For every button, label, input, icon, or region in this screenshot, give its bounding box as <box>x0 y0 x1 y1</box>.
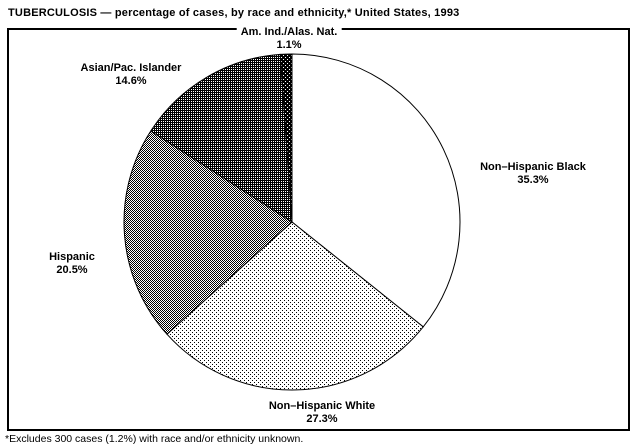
slice-name: Am. Ind./Alas. Nat. <box>240 26 338 38</box>
footnote: *Excludes 300 cases (1.2%) with race and… <box>5 433 304 445</box>
slice-pct: 27.3% <box>306 413 338 425</box>
chart-title: TUBERCULOSIS — percentage of cases, by r… <box>8 7 460 19</box>
pie-slice-non-hispanic-white <box>166 221 424 391</box>
slice-name: Hispanic <box>49 251 95 263</box>
label-non-hispanic-white: Non–Hispanic White 27.3% <box>269 400 375 426</box>
slice-pct: 14.6% <box>115 75 147 87</box>
slice-pct: 1.1% <box>276 39 302 51</box>
slice-name: Asian/Pac. Islander <box>80 62 182 74</box>
slice-name: Non–Hispanic White <box>268 400 376 412</box>
label-non-hispanic-black: Non–Hispanic Black 35.3% <box>480 161 586 187</box>
pie-slice-non-hispanic-black <box>291 53 461 328</box>
label-am-ind-alas-nat: Am. Ind./Alas. Nat. 1.1% <box>236 26 342 52</box>
slice-pct: 35.3% <box>517 174 549 186</box>
pie-slice-hispanic <box>123 130 293 335</box>
slice-name: Non–Hispanic Black <box>480 161 586 173</box>
pie-slice-am-ind-alas-nat <box>279 53 293 223</box>
label-asian-pac-islander: Asian/Pac. Islander 14.6% <box>81 62 182 88</box>
label-hispanic: Hispanic 20.5% <box>49 251 95 277</box>
pie-slices <box>123 53 461 391</box>
slice-pct: 20.5% <box>56 264 88 276</box>
pie-slice-asian-pac-islander <box>150 53 293 223</box>
